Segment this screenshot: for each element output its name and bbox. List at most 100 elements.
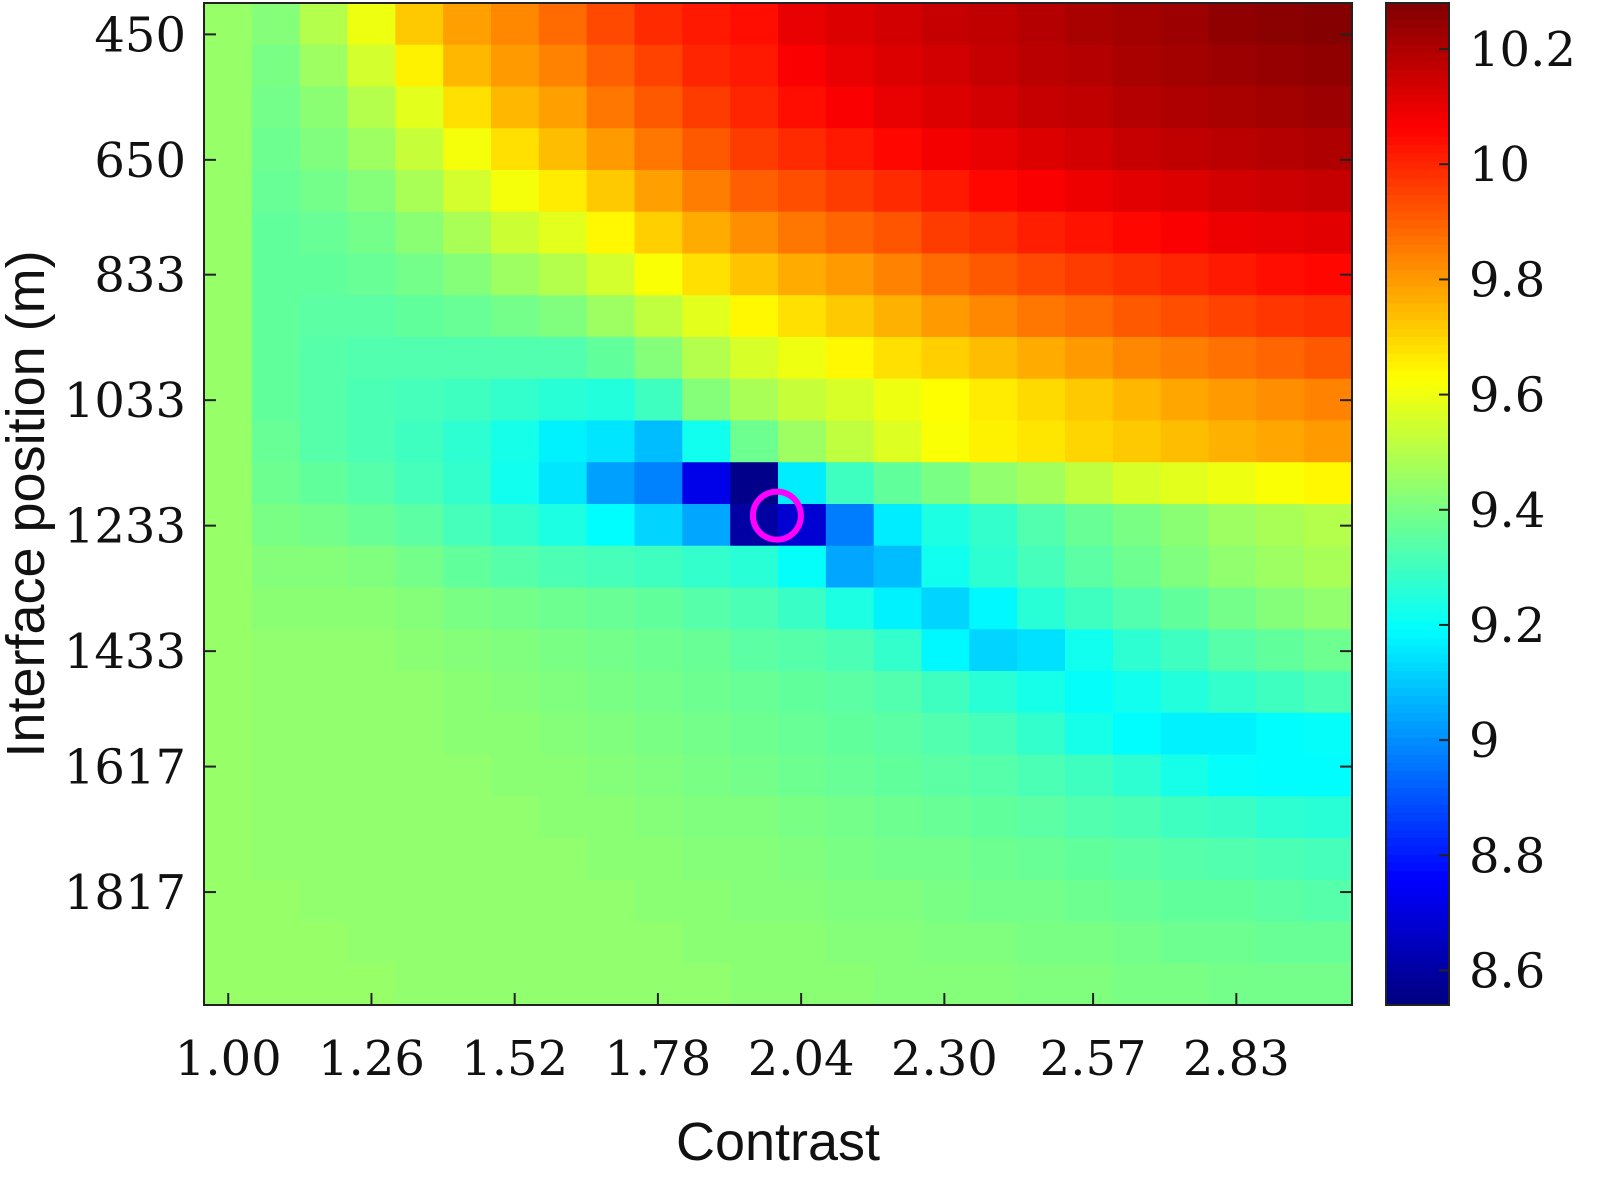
- colorbar-segment: [1386, 178, 1449, 188]
- heatmap-cell: [538, 838, 588, 881]
- heatmap-cell: [969, 754, 1018, 797]
- heatmap-cell: [778, 879, 827, 923]
- heatmap-cell: [921, 838, 970, 881]
- heatmap-cell: [443, 462, 492, 505]
- heatmap-cell: [251, 337, 301, 380]
- heatmap-cell: [395, 211, 444, 255]
- heatmap-cell: [1112, 504, 1162, 547]
- heatmap-cell: [1017, 44, 1066, 88]
- heatmap-cell: [299, 170, 349, 213]
- colorbar-segment: [1386, 28, 1449, 37]
- x-tick-label: 2.57: [1040, 1031, 1147, 1087]
- colorbar-segment: [1386, 286, 1449, 296]
- heatmap-cell: [443, 754, 492, 797]
- heatmap-cell: [395, 253, 444, 296]
- heatmap-cell: [299, 671, 349, 714]
- heatmap-cell: [299, 337, 349, 380]
- colorbar-segment: [1386, 353, 1449, 363]
- heatmap-cell: [1065, 921, 1114, 964]
- heatmap-cell: [682, 921, 731, 964]
- heatmap-cell: [1160, 253, 1210, 296]
- heatmap-cell: [204, 671, 253, 714]
- colorbar-segment: [1386, 821, 1449, 831]
- y-tick-label: 833: [94, 248, 186, 304]
- heatmap-cell: [1112, 295, 1162, 338]
- colorbar-segment: [1386, 904, 1449, 914]
- y-tick-label: 1617: [64, 740, 186, 796]
- heatmap-cell: [395, 629, 444, 672]
- heatmap-cell: [921, 295, 970, 338]
- heatmap-cell: [682, 128, 731, 171]
- colorbar-segment: [1386, 545, 1449, 555]
- heatmap-cell: [1112, 378, 1162, 422]
- heatmap-cell: [1256, 420, 1305, 463]
- heatmap-cell: [1256, 3, 1305, 46]
- heatmap-cell: [1256, 963, 1305, 1006]
- colorbar-segment: [1386, 996, 1449, 1006]
- heatmap-cell: [873, 295, 923, 338]
- heatmap-cell: [825, 879, 875, 923]
- colorbar-segment: [1386, 662, 1449, 672]
- y-tick-label: 1233: [64, 499, 186, 555]
- colorbar-segment: [1386, 328, 1449, 338]
- heatmap-cell: [825, 170, 875, 213]
- heatmap-cell: [395, 879, 444, 923]
- heatmap-cell: [395, 712, 444, 756]
- colorbar-segment: [1386, 53, 1449, 63]
- heatmap-cell: [1160, 295, 1210, 338]
- heatmap-cell: [395, 378, 444, 422]
- heatmap-cell: [1256, 253, 1305, 296]
- heatmap-cell: [1208, 921, 1257, 964]
- heatmap-cell: [730, 587, 779, 630]
- colorbar-segment: [1386, 671, 1449, 680]
- heatmap-cell: [730, 796, 779, 839]
- colorbar-segment: [1386, 119, 1449, 129]
- heatmap-cell: [730, 211, 779, 255]
- colorbar-segment: [1386, 403, 1449, 413]
- heatmap-cell: [969, 712, 1018, 756]
- heatmap-cell: [730, 170, 779, 213]
- heatmap-cell: [251, 170, 301, 213]
- colorbar-segment: [1386, 954, 1449, 964]
- heatmap-cell: [586, 545, 636, 589]
- heatmap-cell: [1065, 128, 1114, 171]
- colorbar-segment: [1386, 729, 1449, 739]
- heatmap-cell: [873, 462, 923, 505]
- heatmap-cell: [682, 44, 731, 88]
- heatmap-cell: [1160, 170, 1210, 213]
- heatmap-cell: [634, 378, 683, 422]
- heatmap-cell: [347, 86, 396, 129]
- heatmap-cell: [1065, 712, 1114, 756]
- heatmap-cell: [730, 378, 779, 422]
- heatmap-cell: [1208, 629, 1257, 672]
- heatmap-cell: [586, 754, 636, 797]
- heatmap-cell: [491, 86, 540, 129]
- heatmap-cell: [395, 963, 444, 1006]
- heatmap-cell: [586, 963, 636, 1006]
- heatmap-cell: [1208, 211, 1257, 255]
- heatmap-cell: [491, 44, 540, 88]
- colorbar-segment: [1386, 604, 1449, 614]
- heatmap-cell: [299, 963, 349, 1006]
- heatmap-cell: [1160, 504, 1210, 547]
- heatmap-cell: [251, 378, 301, 422]
- heatmap-cell: [443, 170, 492, 213]
- heatmap-cell: [969, 671, 1018, 714]
- colorbar-segment: [1386, 495, 1449, 505]
- heatmap-cell: [443, 963, 492, 1006]
- heatmap-cell: [1065, 796, 1114, 839]
- heatmap-cell: [1304, 712, 1353, 756]
- heatmap-cell: [969, 921, 1018, 964]
- heatmap-cell: [1065, 587, 1114, 630]
- y-tick-label: 650: [94, 133, 186, 189]
- y-axis-title: Interface position (m): [0, 250, 56, 757]
- heatmap-cell: [1017, 712, 1066, 756]
- heatmap-cell: [299, 462, 349, 505]
- colorbar-segment: [1386, 746, 1449, 756]
- heatmap-cell: [634, 796, 683, 839]
- heatmap-cell: [1304, 545, 1353, 589]
- colorbar-segment: [1386, 236, 1449, 246]
- heatmap-cell: [921, 712, 970, 756]
- heatmap-cell: [491, 3, 540, 46]
- heatmap-cell: [873, 128, 923, 171]
